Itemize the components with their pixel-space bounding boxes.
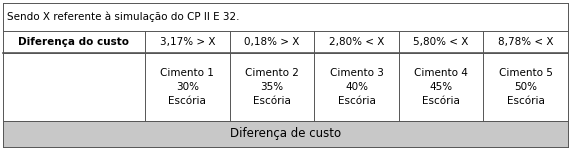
Bar — [3, 31, 568, 53]
Text: Sendo X referente à simulação do CP II E 32.: Sendo X referente à simulação do CP II E… — [7, 12, 239, 22]
Text: Cimento 4
45%
Escória: Cimento 4 45% Escória — [414, 68, 468, 106]
Text: 3,17% > X: 3,17% > X — [159, 37, 215, 47]
Text: Cimento 1
30%
Escória: Cimento 1 30% Escória — [160, 68, 214, 106]
Text: 5,80% < X: 5,80% < X — [413, 37, 469, 47]
Bar — [3, 121, 568, 147]
Text: Cimento 3
40%
Escória: Cimento 3 40% Escória — [329, 68, 384, 106]
Text: 8,78% < X: 8,78% < X — [498, 37, 553, 47]
Text: Diferença do custo: Diferença do custo — [18, 37, 130, 47]
Text: Diferença de custo: Diferença de custo — [230, 128, 341, 141]
Text: 0,18% > X: 0,18% > X — [244, 37, 300, 47]
Text: Cimento 5
50%
Escória: Cimento 5 50% Escória — [498, 68, 553, 106]
Bar — [3, 53, 568, 121]
Text: Cimento 2
35%
Escória: Cimento 2 35% Escória — [245, 68, 299, 106]
Text: 2,80% < X: 2,80% < X — [329, 37, 384, 47]
